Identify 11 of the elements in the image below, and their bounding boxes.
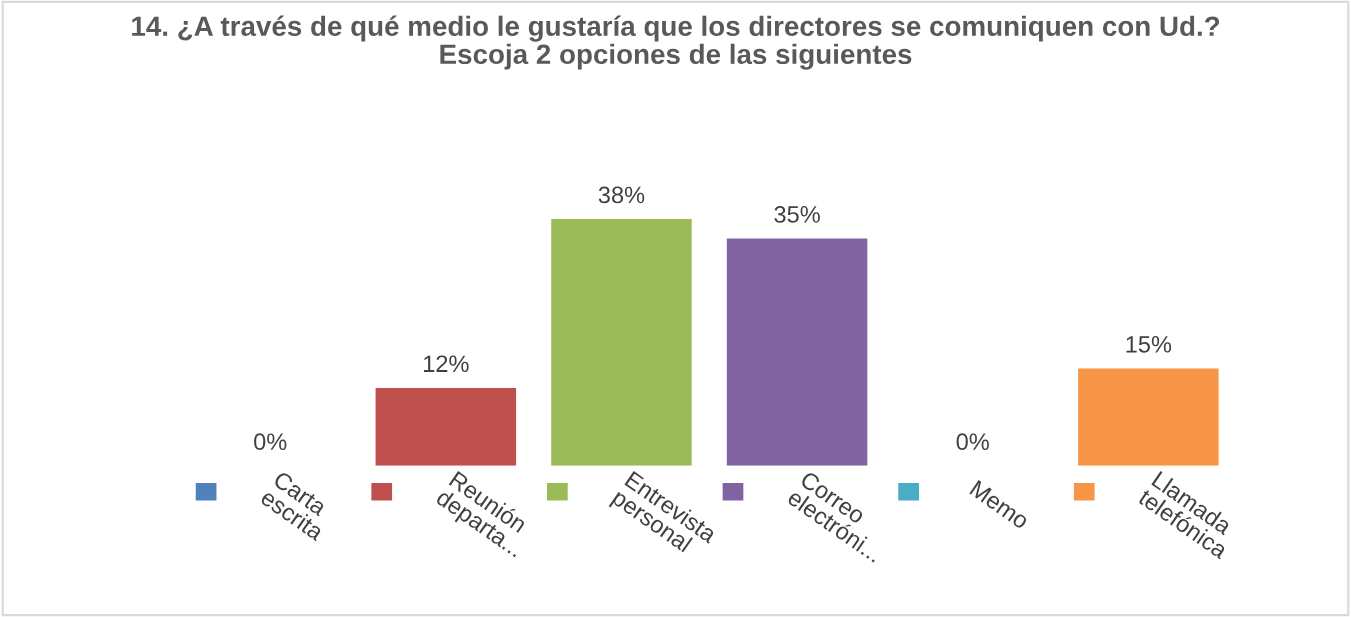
bar <box>726 238 868 466</box>
data-label: 38% <box>598 186 645 204</box>
bar <box>551 219 692 466</box>
data-label: 15% <box>1126 336 1172 353</box>
data-label: 35% <box>774 206 820 223</box>
chart-title: 14. ¿A través de qué medio le gustaría que los directores se comuniquen con Ud.? Escoja 2 opciones de las siguientes <box>132 15 1220 70</box>
data-label: 12% <box>424 355 469 373</box>
data-label: 0% <box>956 433 989 451</box>
bar <box>375 387 517 466</box>
bar <box>1078 368 1219 466</box>
data-label: 0% <box>254 433 287 451</box>
